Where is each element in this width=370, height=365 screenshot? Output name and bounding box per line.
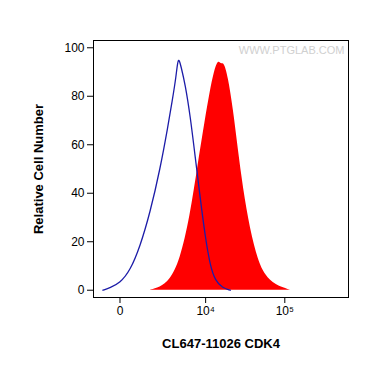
svg-text:20: 20 — [71, 235, 85, 249]
svg-text:40: 40 — [71, 186, 85, 200]
svg-text:WWW.PTGLAB.COM: WWW.PTGLAB.COM — [239, 44, 345, 56]
svg-text:100: 100 — [64, 41, 84, 55]
svg-text:10⁴: 10⁴ — [196, 304, 215, 318]
svg-text:10⁵: 10⁵ — [276, 304, 294, 318]
svg-text:60: 60 — [71, 138, 85, 152]
svg-text:0: 0 — [78, 283, 85, 297]
svg-text:80: 80 — [71, 89, 85, 103]
svg-text:Relative Cell Number: Relative Cell Number — [31, 104, 46, 234]
svg-text:CL647-11026 CDK4: CL647-11026 CDK4 — [162, 336, 281, 351]
svg-text:0: 0 — [117, 304, 124, 318]
